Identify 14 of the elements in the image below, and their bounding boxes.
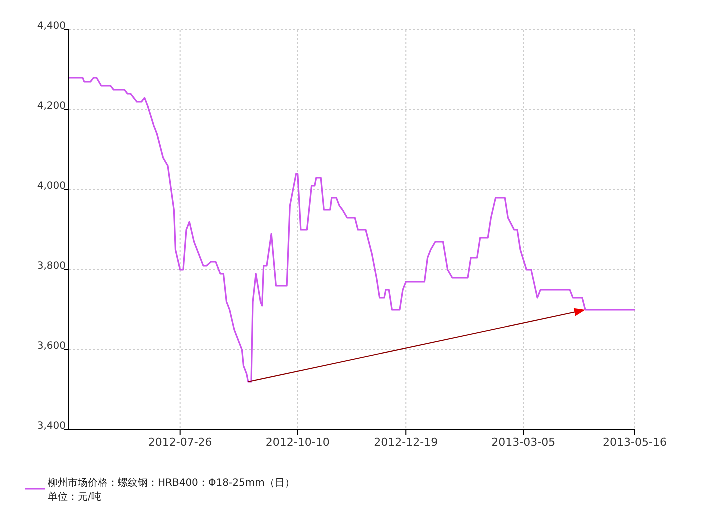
text: 单位：元/吨 — [48, 491, 102, 503]
y-tick-label: 3,600 — [37, 341, 66, 352]
line-series — [68, 77, 636, 383]
y-tick-label: 4,200 — [37, 101, 66, 112]
y-tick-label: 3,400 — [37, 421, 66, 432]
x-tick-label: 2012-12-19 — [374, 436, 438, 449]
x-tick-label: 2013-03-05 — [492, 436, 556, 449]
x-tick-label: 2013-05-16 — [603, 436, 667, 449]
legend-label: 柳州市场价格：螺纹钢：HRB400：Φ18-25mm（日） — [48, 477, 295, 489]
x-tick-label: 2012-07-26 — [148, 436, 212, 449]
x-tick-label: 2012-10-10 — [266, 436, 330, 449]
y-tick-label: 4,400 — [37, 21, 66, 32]
y-tick-label: 4,000 — [37, 181, 66, 192]
y-tick-label: 3,800 — [37, 261, 66, 272]
